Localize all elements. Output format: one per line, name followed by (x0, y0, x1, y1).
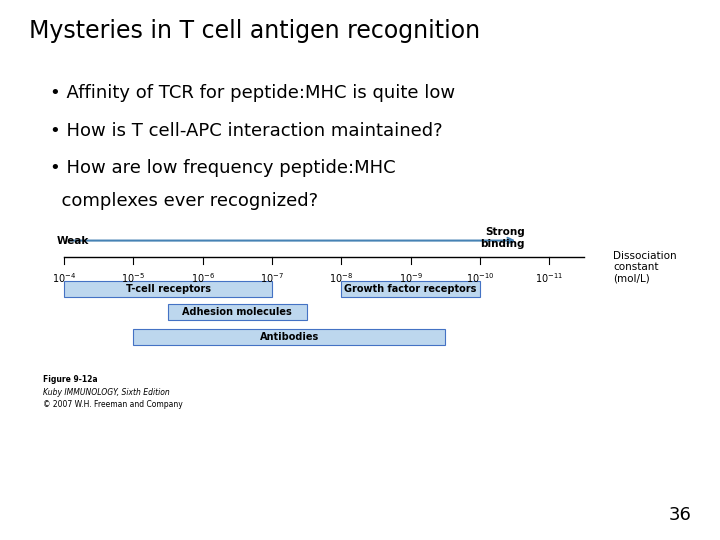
Text: Kuby IMMUNOLOGY, Sixth Edition: Kuby IMMUNOLOGY, Sixth Edition (43, 388, 170, 397)
Text: Mysteries in T cell antigen recognition: Mysteries in T cell antigen recognition (29, 19, 480, 43)
Text: $10^{-10}$: $10^{-10}$ (466, 271, 494, 285)
Text: T-cell receptors: T-cell receptors (125, 284, 210, 294)
Text: complexes ever recognized?: complexes ever recognized? (50, 192, 318, 210)
Text: • How is T cell-APC interaction maintained?: • How is T cell-APC interaction maintain… (50, 122, 443, 139)
Bar (133, 329, 446, 345)
Text: $10^{-11}$: $10^{-11}$ (535, 271, 564, 285)
Text: Growth factor receptors: Growth factor receptors (344, 284, 477, 294)
Text: Strong
binding: Strong binding (480, 227, 525, 248)
Text: Figure 9-12a: Figure 9-12a (43, 375, 98, 384)
Text: $10^{-8}$: $10^{-8}$ (329, 271, 354, 285)
Bar (168, 304, 307, 320)
Text: $10^{-9}$: $10^{-9}$ (399, 271, 423, 285)
Text: • Affinity of TCR for peptide:MHC is quite low: • Affinity of TCR for peptide:MHC is qui… (50, 84, 456, 102)
Text: $10^{-7}$: $10^{-7}$ (260, 271, 284, 285)
Text: $10^{-4}$: $10^{-4}$ (52, 271, 76, 285)
Text: $10^{-5}$: $10^{-5}$ (122, 271, 145, 285)
Bar (341, 280, 480, 297)
Text: • How are low frequency peptide:MHC: • How are low frequency peptide:MHC (50, 159, 396, 177)
Bar (64, 280, 272, 297)
Text: Adhesion molecules: Adhesion molecules (182, 307, 292, 317)
Text: © 2007 W.H. Freeman and Company: © 2007 W.H. Freeman and Company (43, 400, 183, 409)
Text: 36: 36 (668, 506, 691, 524)
Text: Antibodies: Antibodies (260, 332, 319, 342)
Text: Weak: Weak (57, 235, 89, 246)
Text: $10^{-6}$: $10^{-6}$ (191, 271, 215, 285)
Text: Dissociation
constant
(mol/L): Dissociation constant (mol/L) (613, 251, 677, 284)
